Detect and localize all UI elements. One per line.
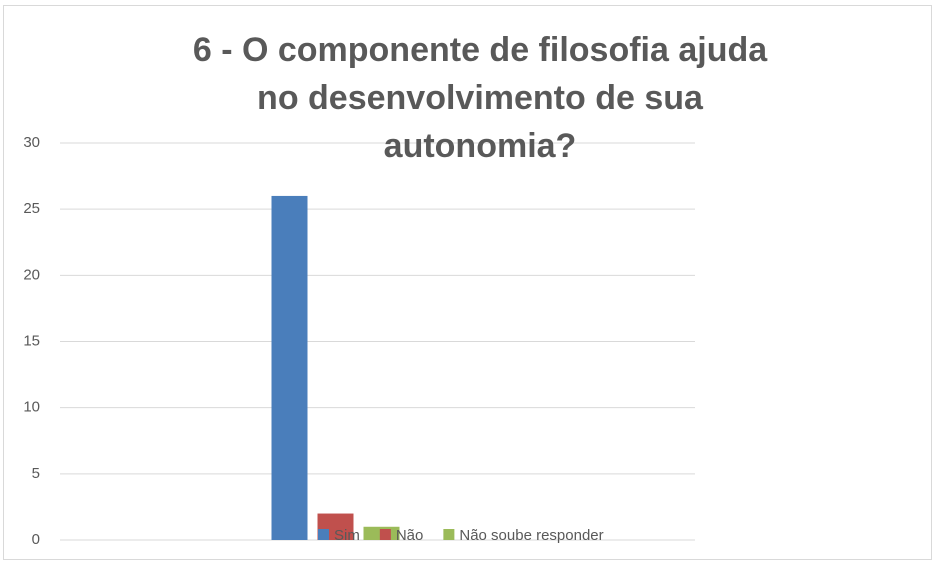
y-tick-label: 25 bbox=[23, 200, 40, 217]
chart-border bbox=[3, 5, 932, 560]
y-tick-label: 5 bbox=[32, 465, 40, 482]
legend-swatch bbox=[318, 529, 329, 540]
y-tick-label: 15 bbox=[23, 332, 40, 349]
legend-swatch bbox=[443, 529, 455, 540]
legend-swatch bbox=[379, 529, 391, 540]
y-tick-label: 0 bbox=[32, 531, 40, 548]
y-tick-label: 20 bbox=[23, 266, 40, 283]
legend-label: Não soube responder bbox=[459, 527, 603, 544]
legend-label: Não bbox=[396, 527, 424, 544]
y-tick-label: 10 bbox=[23, 399, 40, 416]
chart-title: 6 - O componente de filosofia ajuda no d… bbox=[192, 31, 768, 165]
y-tick-label: 30 bbox=[23, 134, 40, 151]
bar bbox=[271, 195, 308, 540]
legend-label: Sim bbox=[334, 527, 360, 544]
